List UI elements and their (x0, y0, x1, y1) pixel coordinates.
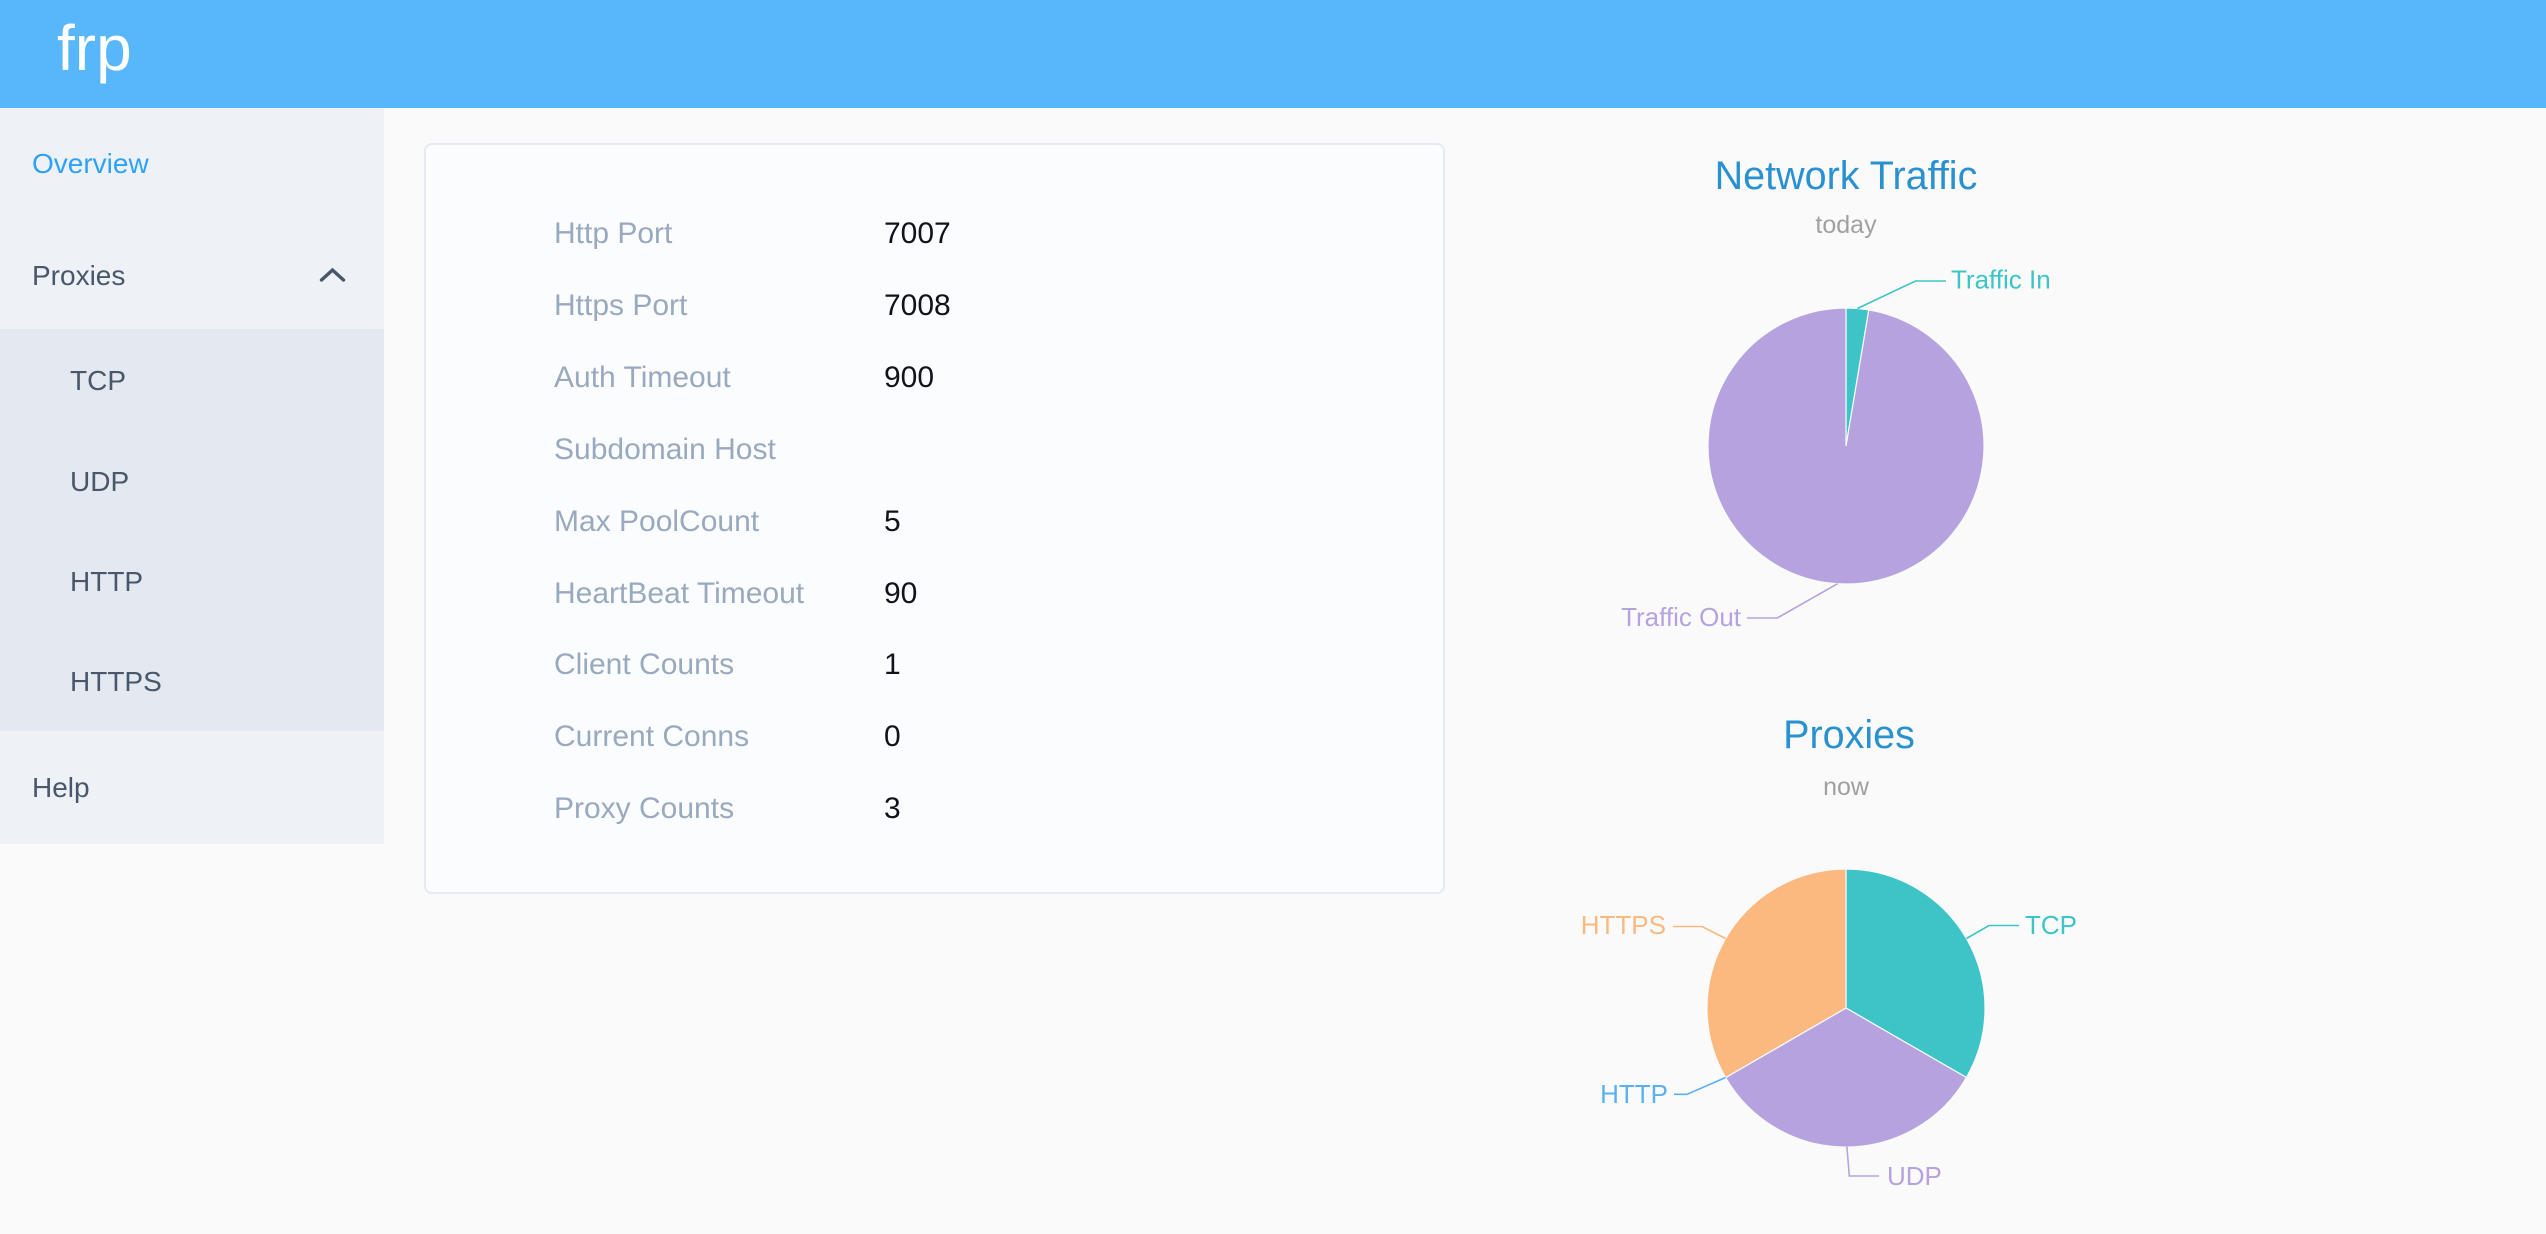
svg-text:HTTPS: HTTPS (1581, 910, 1666, 940)
svg-text:Traffic In: Traffic In (1951, 265, 2051, 295)
svg-text:TCP: TCP (2025, 910, 2077, 940)
svg-text:Network Traffic: Network Traffic (1715, 154, 1978, 198)
svg-text:Proxies: Proxies (1783, 713, 1915, 757)
svg-text:UDP: UDP (1887, 1161, 1942, 1191)
svg-text:now: now (1823, 773, 1870, 801)
svg-text:HTTP: HTTP (1600, 1079, 1668, 1109)
svg-text:today: today (1815, 211, 1877, 239)
svg-text:Traffic Out: Traffic Out (1621, 602, 1742, 632)
